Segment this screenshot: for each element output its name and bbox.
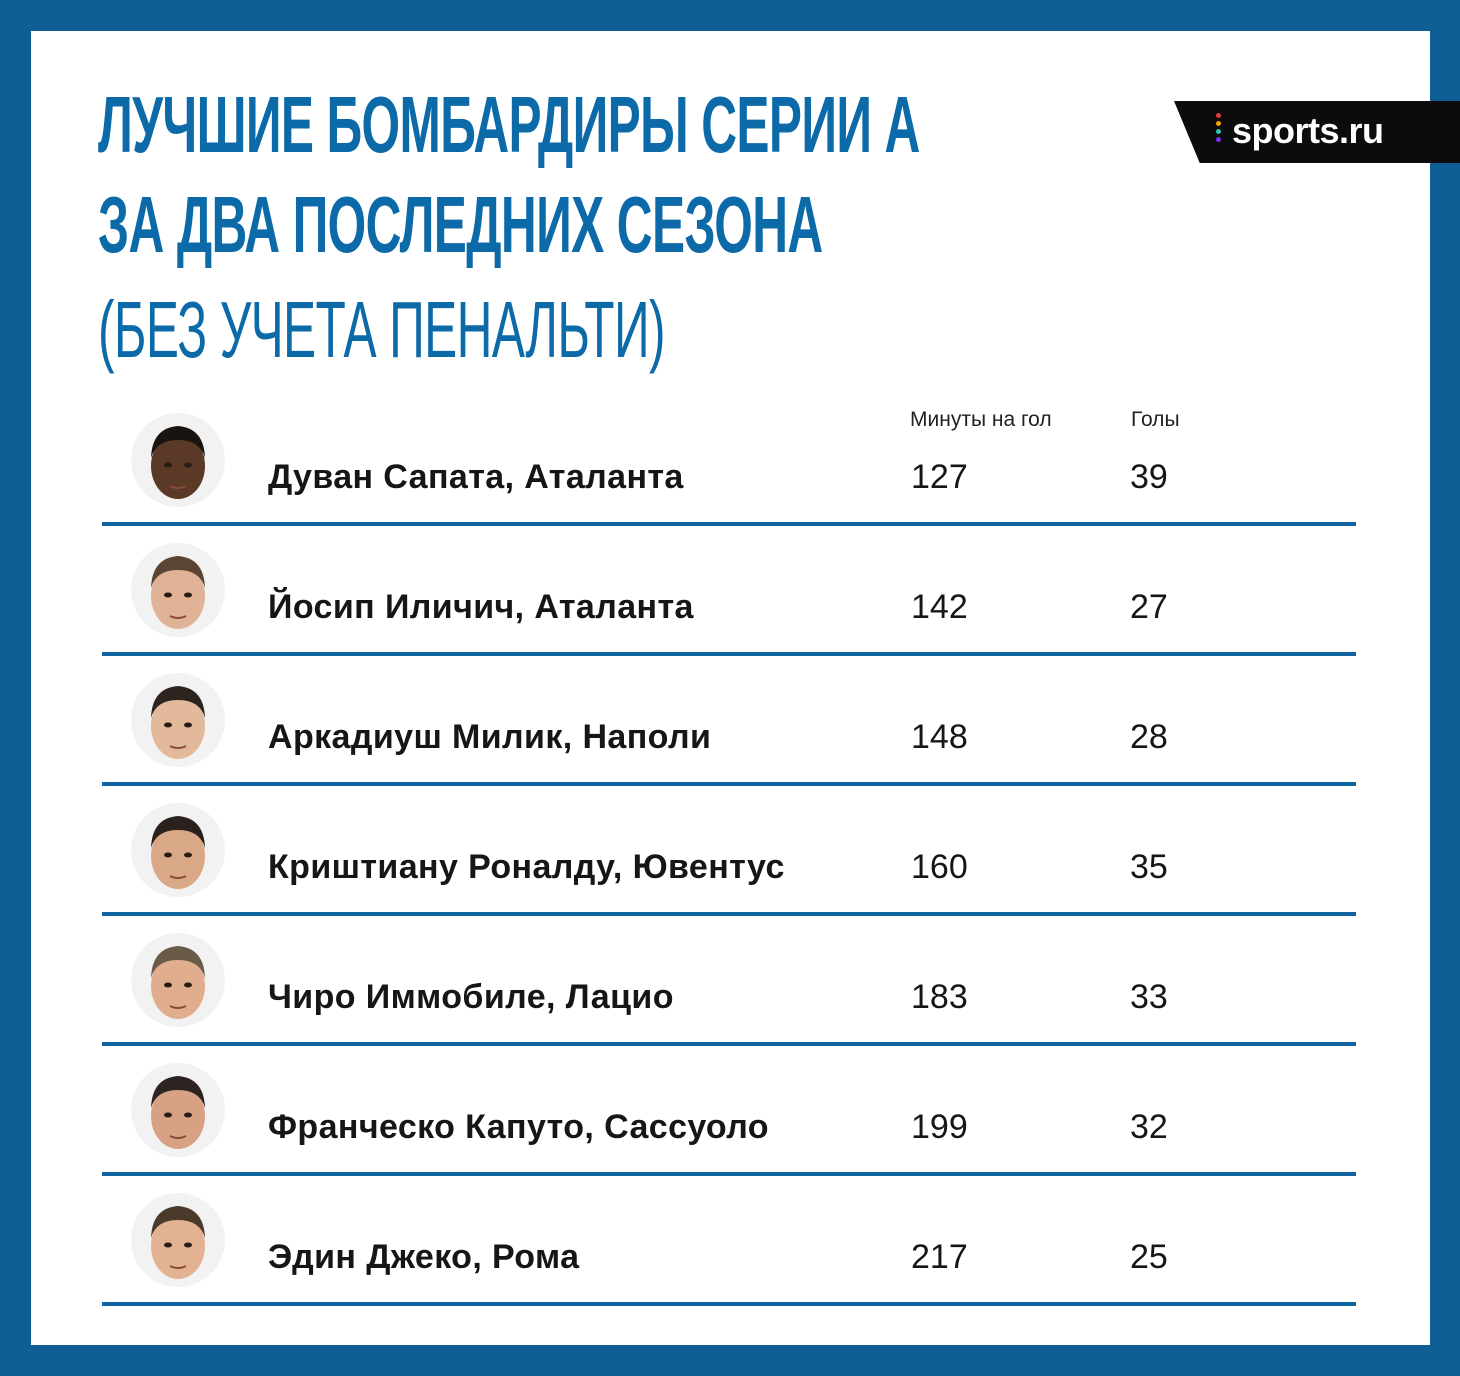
goals-value: 33	[1130, 978, 1168, 1016]
table-row: Йосип Иличич, Аталанта 142 27	[102, 526, 1356, 656]
player-avatar	[131, 543, 225, 637]
title-line-3: (БЕЗ УЧЕТА ПЕНАЛЬТИ)	[98, 285, 666, 374]
player-name: Чиро Иммобиле, Лацио	[268, 978, 674, 1016]
goals-value: 32	[1130, 1108, 1168, 1146]
player-name: Дуван Сапата, Аталанта	[268, 458, 684, 496]
player-avatar	[131, 1063, 225, 1157]
player-name: Йосип Иличич, Аталанта	[268, 588, 694, 626]
player-avatar	[131, 673, 225, 767]
logo-dot	[1216, 113, 1221, 118]
table-row: Франческо Капуто, Сассуоло 199 32	[102, 1046, 1356, 1176]
minutes-per-goal-value: 217	[911, 1238, 968, 1276]
minutes-per-goal-value: 127	[911, 458, 968, 496]
row-divider	[102, 912, 1356, 916]
goals-value: 35	[1130, 848, 1168, 886]
minutes-per-goal-value: 199	[911, 1108, 968, 1146]
goals-value: 27	[1130, 588, 1168, 626]
player-name: Аркадиуш Милик, Наполи	[268, 718, 712, 756]
row-divider	[102, 782, 1356, 786]
player-avatar	[131, 803, 225, 897]
minutes-per-goal-value: 183	[911, 978, 968, 1016]
player-name: Франческо Капуто, Сассуоло	[268, 1108, 769, 1146]
goals-value: 25	[1130, 1238, 1168, 1276]
goals-value: 28	[1130, 718, 1168, 756]
minutes-per-goal-value: 142	[911, 588, 968, 626]
table-row: Дуван Сапата, Аталанта 127 39	[102, 396, 1356, 526]
minutes-per-goal-value: 160	[911, 848, 968, 886]
logo-dots-icon	[1216, 113, 1222, 145]
player-avatar	[131, 933, 225, 1027]
row-divider	[102, 1302, 1356, 1306]
row-divider	[102, 652, 1356, 656]
player-avatar	[131, 413, 225, 507]
player-name: Криштиану Роналду, Ювентус	[268, 848, 785, 886]
title-line-1: ЛУЧШИЕ БОМБАРДИРЫ СЕРИИ А	[98, 80, 920, 169]
minutes-per-goal-value: 148	[911, 718, 968, 756]
table-row: Криштиану Роналду, Ювентус 160 35	[102, 786, 1356, 916]
logo-dot	[1216, 137, 1221, 142]
player-avatar	[131, 1193, 225, 1287]
logo-dot	[1216, 129, 1221, 134]
table-row: Аркадиуш Милик, Наполи 148 28	[102, 656, 1356, 786]
table-row: Чиро Иммобиле, Лацио 183 33	[102, 916, 1356, 1046]
table-row: Эдин Джеко, Рома 217 25	[102, 1176, 1356, 1306]
goals-value: 39	[1130, 458, 1168, 496]
row-divider	[102, 522, 1356, 526]
logo-dot	[1216, 121, 1221, 126]
column-header-goals: Голы	[1131, 408, 1180, 431]
column-header-minutes: Минуты на гол	[910, 408, 1052, 431]
title-line-2: ЗА ДВА ПОСЛЕДНИХ СЕЗОНА	[98, 180, 823, 269]
row-divider	[102, 1042, 1356, 1046]
row-divider	[102, 1172, 1356, 1176]
sports-ru-logo: sports.ru	[1174, 101, 1460, 163]
infographic-panel	[31, 31, 1430, 1345]
player-name: Эдин Джеко, Рома	[268, 1238, 580, 1276]
logo-text: sports.ru	[1232, 110, 1384, 151]
